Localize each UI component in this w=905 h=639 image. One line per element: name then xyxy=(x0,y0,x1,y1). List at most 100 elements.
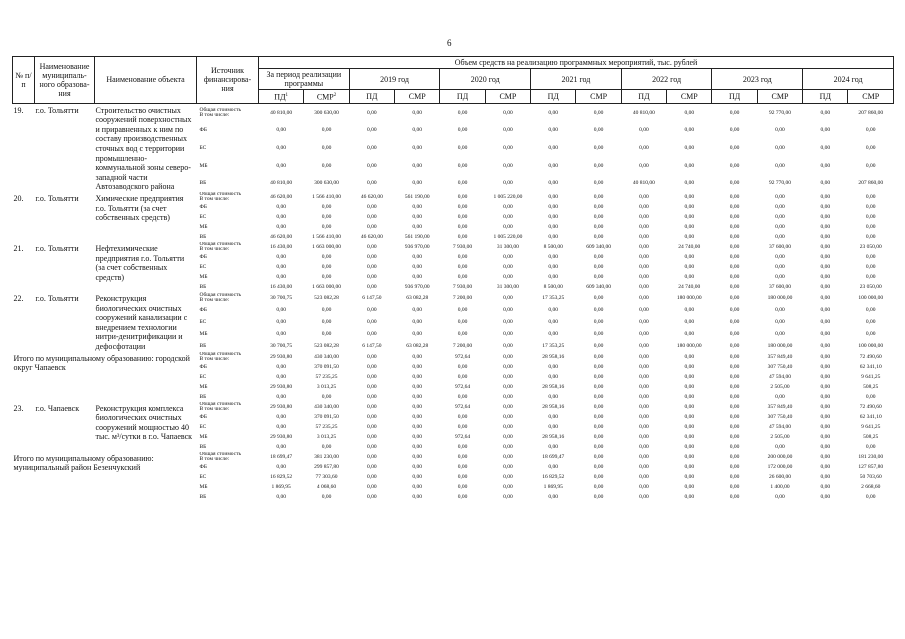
amount: 307 750,40 xyxy=(767,363,793,370)
amount: 0,00 xyxy=(367,363,377,370)
amount: 0,00 xyxy=(729,463,740,470)
amount: 0,00 xyxy=(276,264,286,270)
amount: 0,00 xyxy=(639,194,649,200)
amount: 0,00 xyxy=(865,274,876,280)
amount: 30 700,75 xyxy=(270,342,293,349)
amount: 0,00 xyxy=(503,264,513,270)
amount: 0,00 xyxy=(276,254,286,260)
amount: 370 091,50 xyxy=(314,363,339,370)
amount: 0,00 xyxy=(276,318,286,325)
amount: 0,00 xyxy=(820,224,831,230)
amount: 1 400,00 xyxy=(770,483,790,490)
header-object: Наименование объекта xyxy=(94,56,197,104)
amount: 0,00 xyxy=(865,330,876,337)
amount: 0,00 xyxy=(367,403,377,410)
amount: 0,00 xyxy=(639,413,649,420)
smr-label: СМР xyxy=(499,91,517,101)
source: ВБ xyxy=(199,493,207,500)
amount: 523 082,28 xyxy=(314,342,339,349)
municipality: г.о. Тольятти xyxy=(35,105,79,115)
amount: 0,00 xyxy=(367,214,377,220)
amount: 207 860,00 xyxy=(858,109,884,116)
amount: 0,00 xyxy=(775,144,785,151)
amount: 0,00 xyxy=(367,318,377,325)
header-source: Источник финансирова-ния xyxy=(196,56,259,104)
amount: 100 000,00 xyxy=(858,342,884,349)
amount: 1 869,95 xyxy=(271,483,291,490)
amount: 0,00 xyxy=(865,254,876,260)
amount: 0,00 xyxy=(593,264,604,270)
amount: 0,00 xyxy=(593,224,604,230)
amount: 0,00 xyxy=(412,423,423,430)
amount: 0,00 xyxy=(367,284,377,290)
amount: 0,00 xyxy=(457,109,468,116)
source: БС xyxy=(199,318,207,325)
header-pd: ПД1 xyxy=(257,89,305,104)
data-row: БС 0,00 0,00 0,00 0,00 0,00 0,00 0,00 0,00 0,00 0,… xyxy=(13,212,894,222)
amount: 0,00 xyxy=(684,214,695,220)
amount: 0,00 xyxy=(865,144,876,151)
amount: 0,00 xyxy=(548,413,559,420)
source-incl: В том числе: xyxy=(199,405,230,412)
amount: 0,00 xyxy=(820,144,831,151)
amount: 0,00 xyxy=(639,373,649,380)
amount: 0,00 xyxy=(457,318,468,325)
amount: 0,00 xyxy=(503,363,513,370)
amount: 0,00 xyxy=(367,264,377,270)
amount: 0,00 xyxy=(684,127,695,134)
source: БС xyxy=(199,214,207,220)
amount: 0,00 xyxy=(684,353,695,360)
amount: 0,00 xyxy=(503,463,513,470)
amount: 0,00 xyxy=(684,264,695,270)
amount: 0,00 xyxy=(457,264,468,270)
amount: 18 699,47 xyxy=(270,453,293,460)
amount: 0,00 xyxy=(865,214,876,220)
amount: 57 235,25 xyxy=(315,373,338,380)
object-name: Реконструкция биологических очистных соо… xyxy=(95,294,188,351)
amount: 0,00 xyxy=(593,453,604,460)
amount: 0,00 xyxy=(684,144,695,151)
source: ВБ xyxy=(199,342,207,349)
pd-label: ПД xyxy=(728,91,741,101)
amount: 0,00 xyxy=(820,234,831,240)
amount: 0,00 xyxy=(593,194,604,200)
amount: 0,00 xyxy=(820,162,831,169)
amount: 0,00 xyxy=(412,127,423,134)
header-municipality: Наименование муниципаль-ного образова-ни… xyxy=(34,56,95,104)
source-incl: В том числе: xyxy=(199,455,230,462)
amount: 0,00 xyxy=(457,363,468,370)
amount: 0,00 xyxy=(729,294,740,301)
amount: 0,00 xyxy=(684,234,695,240)
header-num: № п/п xyxy=(12,56,35,104)
amount: 0,00 xyxy=(412,383,423,390)
amount: 0,00 xyxy=(412,224,423,230)
amount: 0,00 xyxy=(276,463,286,470)
data-row: Итого по муниципальному образованию: гор… xyxy=(13,352,894,373)
amount: 0,00 xyxy=(548,254,559,260)
table-body: 19. г.о. Тольятти Строительство очистных с… xyxy=(13,103,894,501)
amount: 0,00 xyxy=(276,493,286,500)
amount: 300 630,00 xyxy=(314,109,339,116)
header-pd: ПД xyxy=(439,89,486,104)
amount: 0,00 xyxy=(775,330,785,337)
amount: 0,00 xyxy=(457,463,468,470)
amount: 0,00 xyxy=(820,463,831,470)
amount: 23 050,00 xyxy=(859,244,882,250)
amount: 0,00 xyxy=(684,194,695,200)
amount: 0,00 xyxy=(639,234,649,240)
amount: 0,00 xyxy=(639,463,649,470)
amount: 0,00 xyxy=(593,342,604,349)
amount: 0,00 xyxy=(457,423,468,430)
amount: 0,00 xyxy=(503,162,513,169)
amount: 0,00 xyxy=(593,363,604,370)
amount: 47 594,00 xyxy=(768,423,791,430)
pd-label: ПД xyxy=(366,91,378,101)
source: БС xyxy=(199,423,207,430)
amount: 523 082,28 xyxy=(314,294,339,301)
amount: 0,00 xyxy=(865,264,876,270)
header-year: 2022 год xyxy=(620,68,713,90)
amount: 0,00 xyxy=(503,413,513,420)
amount: 9 641,25 xyxy=(861,373,881,380)
amount: 0,00 xyxy=(412,413,423,420)
source-total: Общая стоимость xyxy=(199,292,242,298)
